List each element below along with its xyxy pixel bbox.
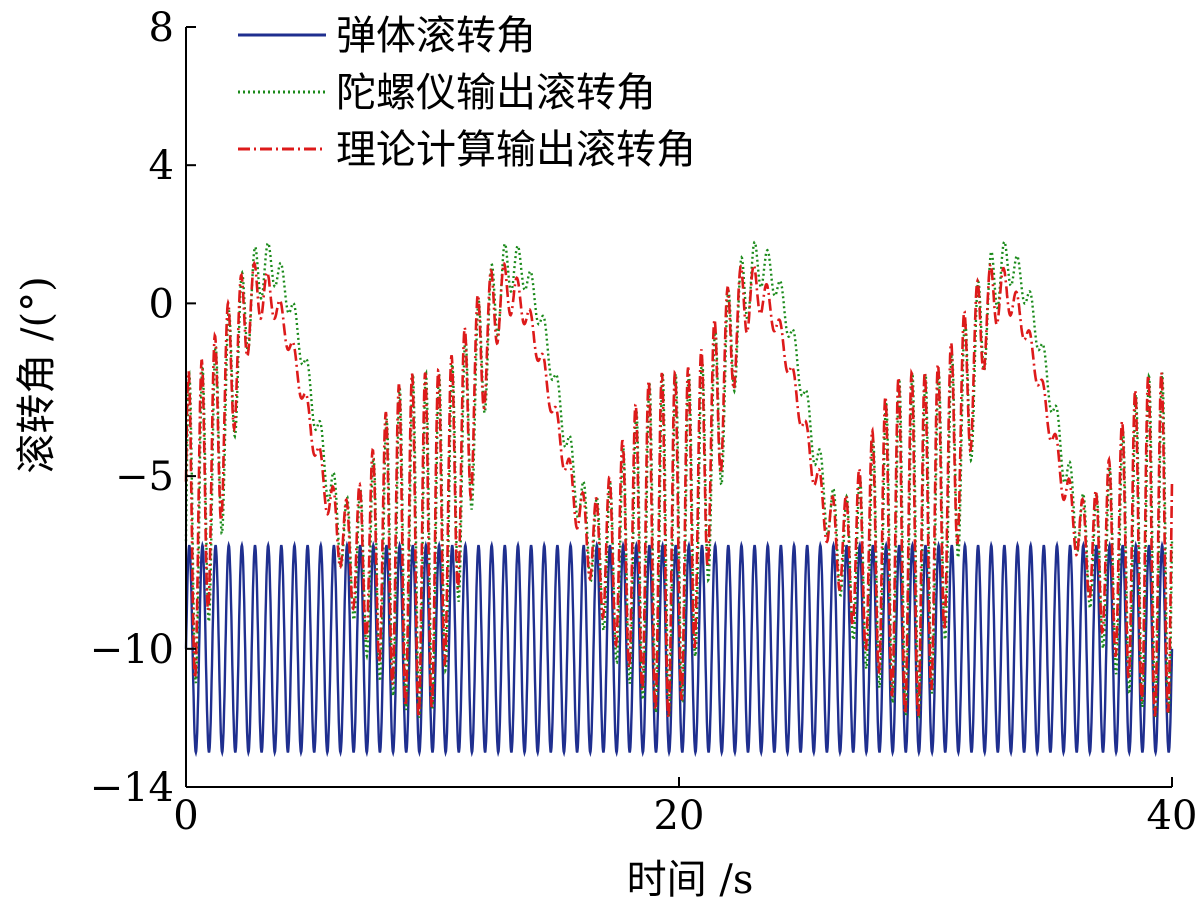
plot-series [184,239,1174,758]
y-tick-label: −5 [115,454,174,500]
x-tick-label: 20 [654,793,705,839]
x-axis-label: 时间 /s [627,857,754,903]
y-tick-label: 4 [149,143,174,189]
series-line-theory-roll [184,260,1174,721]
y-tick-label: −14 [90,765,174,811]
y-tick-label: −10 [90,627,174,673]
y-tick-label: 0 [149,281,174,327]
legend-label: 弹体滚转角 [336,13,536,59]
x-tick-label: 0 [173,793,198,839]
legend-label: 理论计算输出滚转角 [336,127,696,173]
x-tick-label: 40 [1147,793,1198,839]
legend-label: 陀螺仪输出滚转角 [336,70,656,116]
y-axis-label: 滚转角 /(°) [14,276,60,473]
y-tick-label: 8 [149,5,174,51]
